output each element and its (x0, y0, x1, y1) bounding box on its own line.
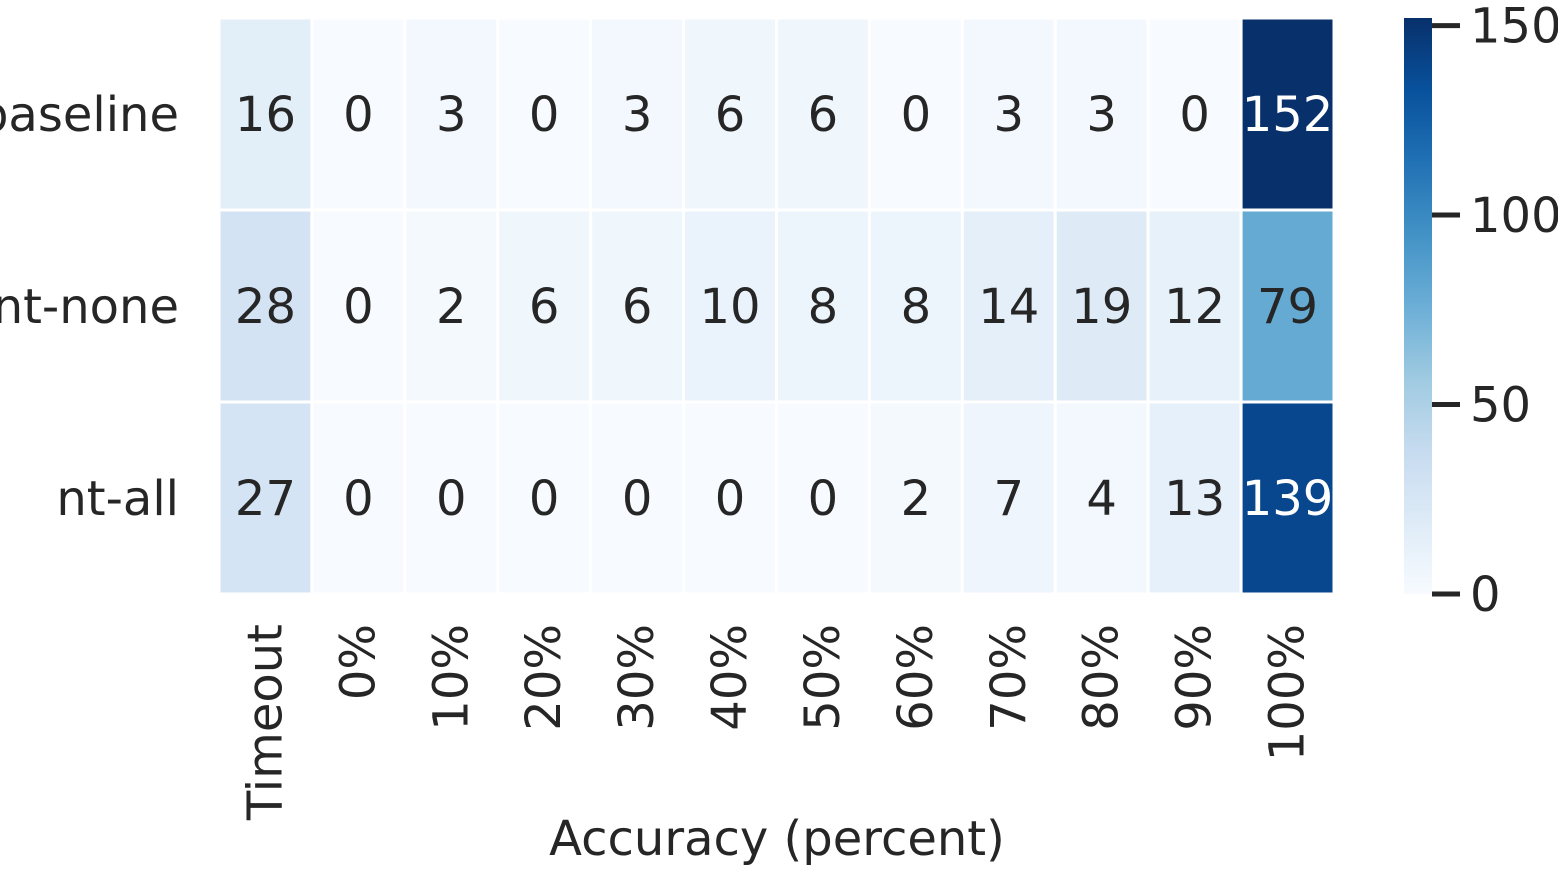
cell-value-label: 3 (622, 87, 653, 143)
cell-value-label: 0 (343, 471, 374, 527)
cell-value-label: 4 (1086, 471, 1117, 527)
y-tick-label: baseline (0, 87, 179, 143)
x-tick-label: 70% (981, 624, 1037, 731)
y-tick-label: nt-all (56, 471, 179, 527)
heatmap-cell (496, 208, 593, 404)
colorbar: 0 50 100 150 (1404, 0, 1558, 623)
heatmap-cell (1146, 400, 1243, 596)
x-tick-label: 90% (1167, 624, 1223, 731)
heatmap-cell (867, 16, 964, 212)
cell-value-label: 12 (1164, 279, 1225, 335)
cell-value-label: 0 (529, 87, 560, 143)
cell-value-label: 3 (1086, 87, 1117, 143)
cell-value-label: 13 (1164, 471, 1225, 527)
cell-value-label: 0 (622, 471, 653, 527)
heatmap-cell (217, 16, 314, 212)
x-tick-label: 20% (516, 624, 572, 731)
cell-value-label: 0 (343, 279, 374, 335)
cell-value-label: 0 (436, 471, 467, 527)
x-tick-labels: Timeout 0% 10% 20% 30% 40% 50% 60% 70% 80% 90% 100% (237, 624, 1315, 821)
colorbar-tick-label: 100 (1470, 188, 1558, 244)
cell-value-label: 6 (529, 279, 560, 335)
x-tick-label: 50% (795, 624, 851, 731)
cell-value-label: 10 (700, 279, 761, 335)
cell-value-label: 152 (1242, 87, 1334, 143)
heatmap-cell (1146, 208, 1243, 404)
heatmap-cell (403, 400, 500, 596)
colorbar-gradient (1404, 18, 1432, 594)
cell-value-label: 139 (1242, 471, 1334, 527)
cell-value-label: 19 (1071, 279, 1132, 335)
heatmap-cell (496, 400, 593, 596)
cell-value-label: 2 (436, 279, 467, 335)
cell-value-label: 7 (994, 471, 1025, 527)
heatmap-cell (217, 400, 314, 596)
heatmap-cell (589, 400, 686, 596)
heatmap-cell (1239, 16, 1336, 212)
cell-value-label: 0 (529, 471, 560, 527)
x-tick-label: 0% (330, 624, 386, 700)
heatmap-cell (775, 208, 871, 404)
x-tick-label: 30% (609, 624, 665, 731)
heatmap-cell (589, 208, 686, 404)
x-tick-label: 100% (1260, 624, 1316, 761)
cell-value-label: 79 (1257, 279, 1318, 335)
heatmap-cell (310, 16, 407, 212)
cell-value-label: 6 (622, 279, 653, 335)
cell-value-label: 0 (715, 471, 746, 527)
x-tick-label: 40% (702, 624, 758, 731)
cell-value-label: 0 (343, 87, 374, 143)
heatmap-cell (1053, 208, 1150, 404)
cell-value-label: 0 (901, 87, 932, 143)
colorbar-tick-label: 50 (1470, 378, 1531, 434)
y-tick-labels: baseline nt-none nt-all (0, 87, 179, 527)
colorbar-tick-label: 150 (1470, 0, 1558, 55)
cell-value-label: 0 (808, 471, 839, 527)
cell-value-label: 6 (715, 87, 746, 143)
cell-value-label: 16 (235, 87, 296, 143)
x-tick-label: 10% (423, 624, 479, 731)
heatmap-cell (1053, 16, 1150, 212)
x-tick-label: 80% (1074, 624, 1130, 731)
heatmap-cell (682, 208, 778, 404)
heatmap-cell (960, 208, 1057, 404)
x-tick-label: 60% (888, 624, 944, 731)
cell-value-label: 28 (235, 279, 296, 335)
heatmap-cell (1239, 400, 1336, 596)
x-tick-label: Timeout (237, 624, 293, 821)
heatmap-cell (1239, 208, 1336, 404)
cell-value-label: 27 (235, 471, 296, 527)
heatmap-cell (310, 208, 407, 404)
cell-value-label: 6 (808, 87, 839, 143)
cell-value-label: 0 (1179, 87, 1210, 143)
colorbar-tick-label: 0 (1470, 567, 1501, 623)
heatmap-cell (1053, 400, 1150, 596)
cell-value-label: 8 (901, 279, 932, 335)
heatmap-cell (775, 400, 871, 596)
cell-value-label: 2 (901, 471, 932, 527)
x-axis-label: Accuracy (percent) (549, 811, 1005, 867)
heatmap-cell (682, 16, 778, 212)
y-tick-label: nt-none (0, 279, 179, 335)
heatmap-cell (867, 208, 964, 404)
cell-value-label: 14 (978, 279, 1039, 335)
cell-value-label: 3 (436, 87, 467, 143)
cell-value-label: 8 (808, 279, 839, 335)
cell-value-label: 3 (994, 87, 1025, 143)
